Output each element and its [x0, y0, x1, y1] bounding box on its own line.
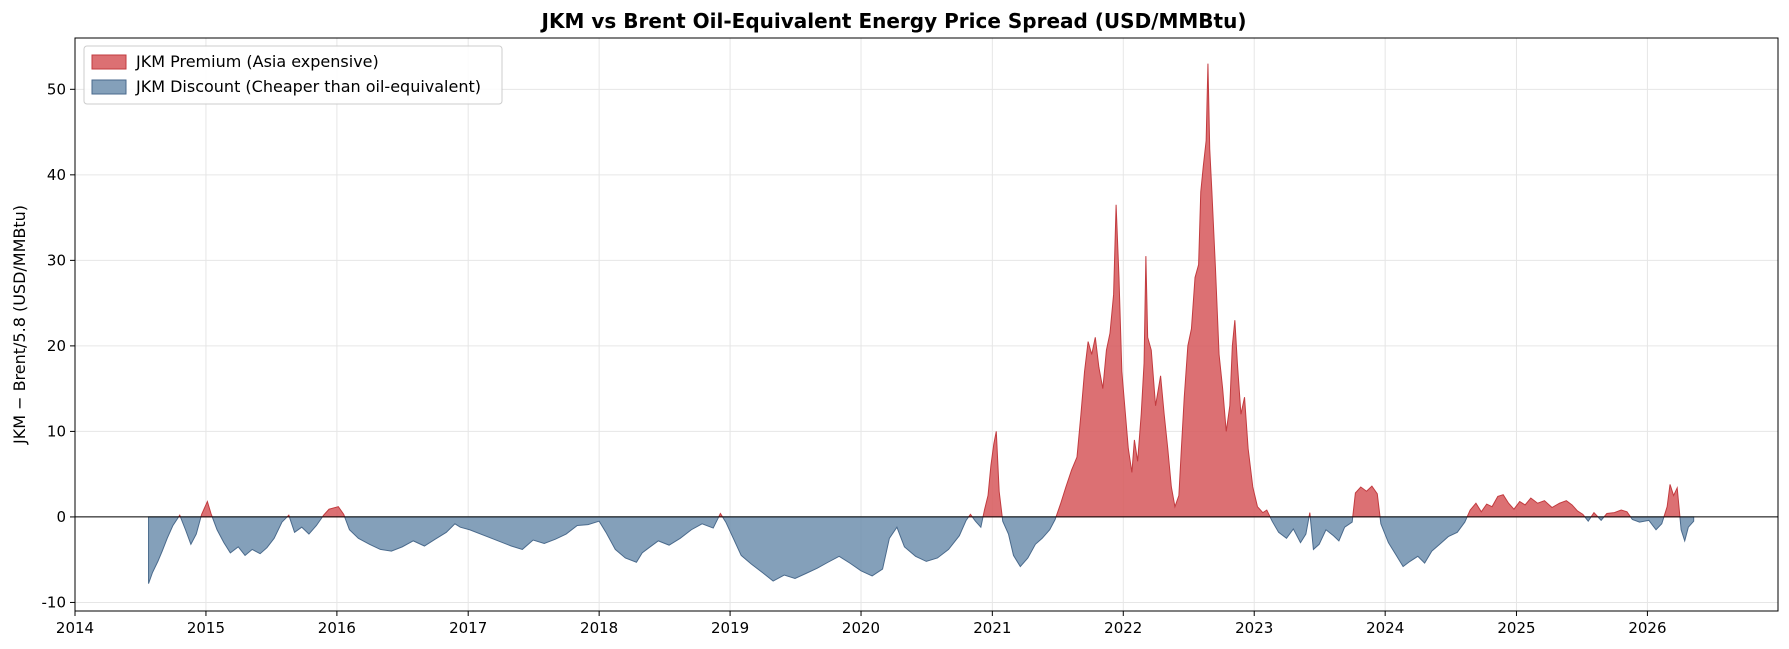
discount-area: [1629, 516, 1665, 531]
x-tick-label: 2017: [449, 619, 487, 637]
x-tick-label: 2020: [842, 619, 880, 637]
x-tick-label: 2024: [1366, 619, 1404, 637]
premium-area: [1466, 494, 1586, 518]
discount-area: [1269, 516, 1310, 544]
tick-layer: 2014 2015 2016 2017 2018 2019 2020 2021 2022 2023…: [42, 80, 1667, 637]
discount-area: [179, 516, 202, 546]
premium-area: [1602, 509, 1632, 518]
legend-swatch-discount: [91, 79, 127, 95]
grid-layer: [74, 38, 1778, 611]
area-layer: [148, 63, 1695, 584]
x-tick-label: 2021: [973, 619, 1011, 637]
x-tick-label: 2016: [318, 619, 356, 637]
discount-area: [288, 516, 324, 535]
discount-area: [211, 516, 289, 557]
premium-area: [1308, 512, 1311, 518]
x-tick-label: 2026: [1628, 619, 1666, 637]
chart-title: JKM vs Brent Oil-Equivalent Energy Price…: [540, 9, 1247, 33]
x-tick-label: 2014: [56, 619, 94, 637]
premium-area: [200, 500, 213, 518]
legend: JKM Premium (Asia expensive) JKM Discoun…: [83, 45, 503, 105]
premium-area: [717, 512, 724, 518]
premium-area: [982, 431, 1003, 518]
y-tick-label: 10: [47, 422, 66, 440]
y-tick-label: 50: [47, 80, 66, 98]
y-tick-label: 0: [56, 508, 66, 526]
discount-area: [343, 516, 720, 563]
discount-area: [1679, 516, 1695, 543]
x-tick-label: 2018: [580, 619, 618, 637]
discount-area: [971, 516, 984, 529]
discount-area: [721, 516, 970, 582]
discount-area: [1001, 516, 1057, 568]
y-tick-label: 20: [47, 337, 66, 355]
legend-box: [83, 45, 503, 105]
legend-swatch-premium: [91, 54, 127, 70]
plot-frame: [74, 37, 1779, 612]
discount-area: [148, 516, 180, 584]
y-tick-label: 40: [47, 166, 66, 184]
discount-area: [1596, 516, 1606, 522]
premium-area: [1663, 484, 1681, 518]
discount-area: [1583, 516, 1593, 523]
x-tick-label: 2022: [1104, 619, 1142, 637]
legend-label-discount: JKM Discount (Cheaper than oil-equivalen…: [135, 77, 481, 96]
premium-area: [1055, 63, 1271, 518]
premium-area: [1590, 511, 1600, 518]
y-axis-label: JKM − Brent/5.8 (USD/MMBtu): [10, 205, 29, 445]
y-tick-label: -10: [42, 593, 67, 611]
premium-area: [1352, 485, 1381, 518]
discount-area: [1309, 516, 1354, 551]
x-tick-label: 2015: [187, 619, 225, 637]
x-tick-label: 2019: [711, 619, 749, 637]
legend-label-premium: JKM Premium (Asia expensive): [135, 52, 379, 71]
premium-area: [321, 506, 346, 518]
y-tick-label: 30: [47, 251, 66, 269]
x-tick-label: 2023: [1235, 619, 1273, 637]
discount-area: [1379, 516, 1468, 568]
x-tick-label: 2025: [1497, 619, 1535, 637]
